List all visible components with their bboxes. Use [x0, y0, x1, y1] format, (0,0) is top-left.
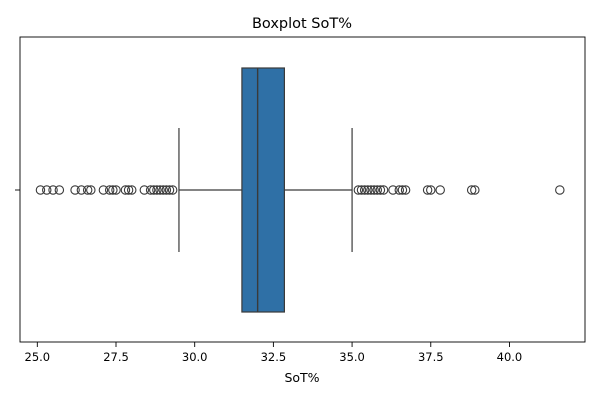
x-tick-label: 30.0	[182, 350, 208, 364]
outlier-point	[70, 185, 80, 195]
outlier-point	[356, 185, 367, 195]
chart-title: Boxplot SoT%	[252, 16, 352, 32]
outlier-point	[42, 185, 52, 195]
outlier-point	[375, 185, 386, 195]
plot-frame	[19, 36, 586, 343]
outlier-point	[123, 185, 134, 195]
x-tick-label: 25.0	[25, 350, 51, 364]
outlier-point	[145, 185, 156, 195]
outlier-point	[369, 185, 379, 195]
outlier-point	[35, 185, 46, 195]
outlier-point	[98, 185, 109, 195]
x-tick-label: 37.5	[418, 350, 444, 364]
outlier-point	[86, 185, 96, 195]
x-tick-label: 32.5	[261, 350, 287, 364]
outlier-point	[378, 185, 389, 195]
outlier-point	[120, 185, 131, 195]
outlier-point	[155, 185, 165, 195]
outlier-point	[104, 185, 115, 195]
outlier-point	[167, 185, 178, 195]
outlier-point	[397, 185, 408, 195]
outlier-point	[435, 185, 445, 195]
outlier-point	[388, 185, 398, 195]
outlier-point	[76, 185, 87, 195]
x-tick-label: 40.0	[497, 350, 523, 364]
outlier-point	[48, 185, 58, 195]
outlier-point	[54, 185, 65, 195]
outlier-point	[161, 185, 172, 195]
outlier-point	[394, 185, 405, 195]
outlier-point	[82, 185, 93, 195]
outlier-point	[422, 185, 433, 195]
x-tick-label: 35.0	[339, 350, 365, 364]
plot-area	[35, 67, 565, 313]
outlier-point	[555, 185, 565, 195]
x-axis: 25.0 27.5 30.0 32.5 35.0 37.5 40.0	[15, 189, 523, 364]
outlier-point	[108, 185, 118, 195]
outlier-point	[126, 185, 137, 195]
outlier-point	[359, 185, 370, 195]
x-tick-label: 27.5	[103, 350, 129, 364]
outlier-point	[353, 185, 364, 195]
outlier-point	[164, 185, 175, 195]
outlier-point	[466, 185, 477, 195]
outlier-point	[470, 185, 480, 195]
outlier-point	[400, 185, 411, 195]
iqr-box	[241, 67, 286, 313]
outlier-point	[158, 185, 168, 195]
outlier-point	[149, 185, 159, 195]
outlier-point	[426, 185, 436, 195]
outlier-point	[372, 185, 383, 195]
outlier-point	[363, 185, 373, 195]
outlier-point	[111, 185, 121, 195]
outlier-point	[366, 185, 376, 195]
outlier-point	[152, 185, 162, 195]
x-axis-label: SoT%	[284, 370, 319, 385]
outlier-point	[139, 185, 150, 195]
